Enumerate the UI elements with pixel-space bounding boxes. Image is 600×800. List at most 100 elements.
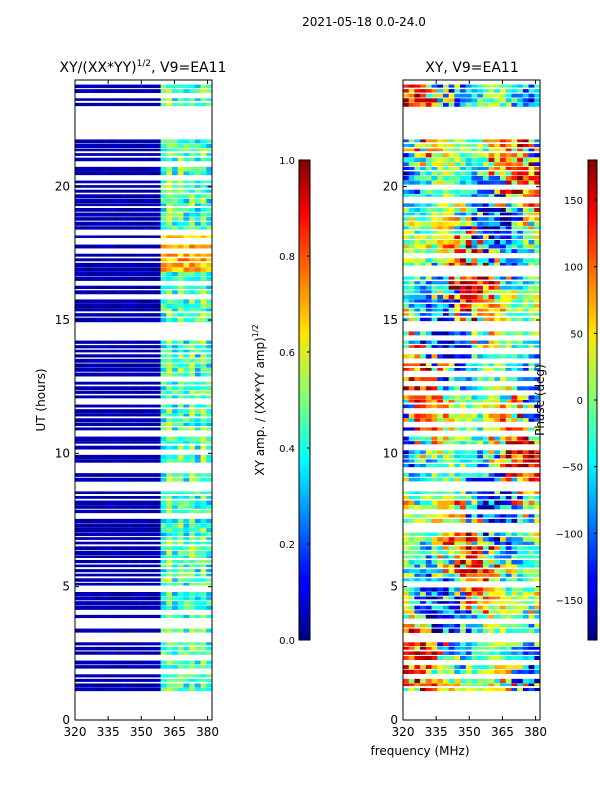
heatmap-cell xyxy=(420,377,427,382)
heatmap-cell xyxy=(448,573,455,577)
heatmap-cell xyxy=(109,418,116,423)
heatmap-cell xyxy=(442,354,449,359)
heatmap-cell xyxy=(505,592,512,596)
heatmap-cell xyxy=(528,217,535,221)
heatmap-cell xyxy=(431,514,438,518)
heatmap-cell xyxy=(97,418,104,423)
heatmap-cell xyxy=(454,235,461,240)
heatmap-cell xyxy=(194,386,201,391)
heatmap-cell xyxy=(97,308,104,312)
heatmap-cell xyxy=(75,180,82,184)
heatmap-cell xyxy=(166,537,173,540)
heatmap-cell xyxy=(471,678,478,684)
heatmap-cell xyxy=(494,514,501,518)
heatmap-cell xyxy=(143,372,150,377)
heatmap-cell xyxy=(437,683,444,687)
heatmap-cell xyxy=(103,454,110,460)
heatmap-cell xyxy=(505,276,512,280)
heatmap-cell xyxy=(414,505,421,510)
heatmap-cell xyxy=(482,84,489,88)
heatmap-cell xyxy=(97,386,104,391)
heatmap-cell xyxy=(149,363,156,368)
heatmap-cell xyxy=(206,569,213,573)
x-tick-label: 380 xyxy=(196,725,219,739)
heatmap-cell xyxy=(109,578,116,582)
heatmap-cell xyxy=(154,564,161,568)
heatmap-cell xyxy=(149,454,156,460)
colorbar-tick-label: 100 xyxy=(564,263,583,274)
heatmap-cell xyxy=(505,514,512,518)
heatmap-cell xyxy=(460,194,467,197)
heatmap-cell xyxy=(97,198,104,204)
heatmap-cell xyxy=(437,98,444,103)
heatmap-cell xyxy=(80,491,87,494)
heatmap-cell xyxy=(149,605,156,610)
heatmap-cell xyxy=(505,587,512,592)
heatmap-cell xyxy=(517,491,524,494)
heatmap-cell xyxy=(92,166,99,172)
heatmap-cell xyxy=(120,299,127,304)
heatmap-cell xyxy=(500,226,507,230)
heatmap-cell xyxy=(160,596,167,601)
heatmap-cell xyxy=(414,646,421,650)
heatmap-cell xyxy=(437,505,444,510)
heatmap-cell xyxy=(465,290,472,294)
heatmap-cell xyxy=(500,550,507,555)
heatmap-cell xyxy=(425,244,432,249)
heatmap-cell xyxy=(517,354,524,359)
heatmap-cell xyxy=(172,358,179,363)
heatmap-cell xyxy=(154,299,161,304)
heatmap-cell xyxy=(189,180,196,184)
heatmap-cell xyxy=(86,262,93,268)
heatmap-cell xyxy=(534,678,541,684)
heatmap-cell xyxy=(92,358,99,363)
heatmap-cell xyxy=(403,217,410,221)
heatmap-cell xyxy=(471,144,478,148)
heatmap-cell xyxy=(477,537,484,542)
heatmap-cell xyxy=(120,226,127,230)
heatmap-cell xyxy=(448,473,455,477)
heatmap-cell xyxy=(109,166,116,172)
heatmap-cell xyxy=(488,144,495,148)
y-tick-label: 15 xyxy=(383,313,398,327)
heatmap-cell xyxy=(460,313,467,316)
heatmap-cell xyxy=(494,646,501,650)
heatmap-cell xyxy=(425,166,432,171)
heatmap-cell xyxy=(177,354,184,358)
heatmap-cell xyxy=(132,560,139,564)
heatmap-cell xyxy=(465,212,472,216)
heatmap-cell xyxy=(86,546,93,551)
heatmap-cell xyxy=(460,203,467,207)
heatmap-cell xyxy=(465,230,472,234)
heatmap-cell xyxy=(189,441,196,444)
heatmap-cell xyxy=(80,317,87,323)
heatmap-cell xyxy=(477,683,484,687)
heatmap-cell xyxy=(166,422,173,427)
heatmap-cell xyxy=(431,610,438,614)
heatmap-cell xyxy=(500,454,507,459)
heatmap-cell xyxy=(80,509,87,514)
heatmap-cell xyxy=(494,505,501,510)
heatmap-cell xyxy=(143,422,150,427)
heatmap-cell xyxy=(109,628,116,633)
heatmap-cell xyxy=(166,198,173,204)
heatmap-cell xyxy=(189,678,196,682)
heatmap-cell xyxy=(183,189,190,193)
heatmap-cell xyxy=(75,646,82,651)
heatmap-cell xyxy=(109,89,116,93)
heatmap-cell xyxy=(172,395,179,399)
heatmap-cell xyxy=(465,496,472,500)
heatmap-cell xyxy=(189,459,196,463)
heatmap-cell xyxy=(442,386,449,391)
heatmap-cell xyxy=(149,582,156,586)
heatmap-cell xyxy=(109,683,116,688)
heatmap-cell xyxy=(126,98,133,101)
heatmap-cell xyxy=(143,678,150,682)
heatmap-cell xyxy=(103,144,110,148)
heatmap-cell xyxy=(482,418,489,422)
heatmap-cell xyxy=(494,555,501,559)
heatmap-cell xyxy=(149,244,156,249)
heatmap-cell xyxy=(442,532,449,536)
heatmap-cell xyxy=(132,674,139,678)
heatmap-cell xyxy=(414,363,421,367)
